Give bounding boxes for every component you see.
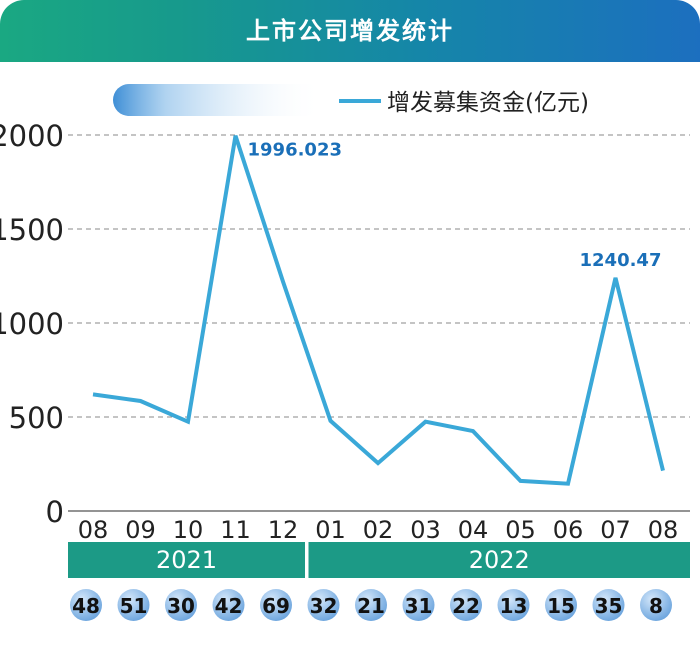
count-badge [592, 589, 625, 621]
count-label: 8 [649, 594, 663, 618]
title-banner [0, 0, 700, 62]
count-label: 51 [120, 594, 148, 618]
count-badge [307, 589, 340, 621]
legend: 增发募集资金(亿元) [113, 84, 589, 116]
x-tick-label: 05 [505, 516, 536, 544]
x-tick-label: 12 [268, 516, 299, 544]
annotations: 1996.023 1240.47 [248, 140, 662, 271]
count-badges: 48 51 30 42 69 32 21 31 22 13 15 35 8 [70, 589, 672, 621]
y-tick-label: 1000 [0, 307, 64, 341]
count-label: 69 [262, 594, 290, 618]
x-tick-label: 08 [78, 516, 109, 544]
y-tick-label: 0 [46, 495, 64, 529]
count-label: 15 [547, 594, 575, 618]
count-badge [450, 589, 482, 621]
x-tick-label: 02 [363, 516, 394, 544]
y-tick-label: 500 [9, 401, 64, 435]
count-badge [70, 589, 102, 621]
data-label: 1996.023 [248, 140, 343, 161]
year-band [68, 542, 305, 578]
count-label: 35 [595, 594, 623, 618]
x-tick-label: 06 [553, 516, 584, 544]
count-label: 22 [452, 594, 480, 618]
count-label: 21 [357, 594, 385, 618]
count-badge [117, 589, 150, 621]
x-tick-label: 11 [220, 516, 251, 544]
count-label: 32 [310, 594, 338, 618]
x-tick-label: 03 [410, 516, 441, 544]
count-badge [497, 589, 530, 621]
count-badge [212, 589, 245, 621]
year-band [308, 542, 690, 578]
x-tick-label: 04 [458, 516, 489, 544]
grid-lines [68, 134, 690, 512]
count-badge [165, 589, 197, 621]
x-tick-label: 09 [125, 516, 156, 544]
x-axis: 08 09 10 11 12 01 02 03 04 05 06 07 08 [78, 516, 679, 544]
data-label: 1240.47 [580, 250, 662, 271]
legend-decoration [113, 84, 323, 116]
series-polyline [92, 135, 665, 486]
year-label: 2022 [469, 546, 530, 574]
year-bands: 2021 2022 [68, 542, 690, 578]
count-label: 13 [500, 594, 528, 618]
count-label: 30 [167, 594, 195, 618]
count-label: 31 [405, 594, 433, 618]
count-badge [260, 589, 292, 621]
count-label: 48 [72, 594, 100, 618]
count-badge [545, 589, 577, 621]
x-tick-label: 10 [173, 516, 204, 544]
y-tick-label: 2000 [0, 119, 64, 153]
count-badge [402, 589, 435, 621]
count-badge [640, 589, 672, 621]
count-badge [355, 589, 387, 621]
y-tick-label: 1500 [0, 213, 64, 247]
legend-label: 增发募集资金(亿元) [387, 90, 589, 116]
line-chart: 0 500 1000 1500 2000 增发募集资金(亿元) 1996.023 1240… [0, 84, 690, 621]
count-label: 42 [215, 594, 243, 618]
x-tick-label: 01 [315, 516, 346, 544]
x-tick-label: 08 [648, 516, 679, 544]
series-line [92, 135, 665, 486]
chart-title: 上市公司增发统计 [246, 17, 454, 45]
year-label: 2021 [156, 546, 217, 574]
y-axis: 0 500 1000 1500 2000 [0, 119, 64, 529]
x-tick-label: 07 [600, 516, 631, 544]
